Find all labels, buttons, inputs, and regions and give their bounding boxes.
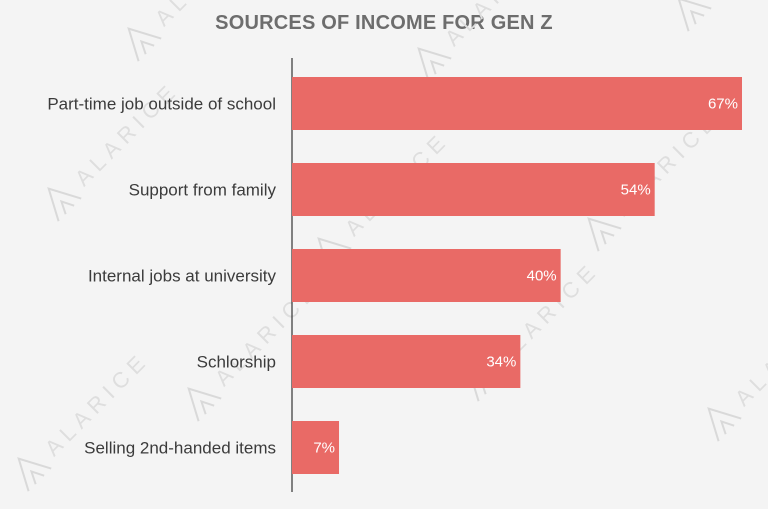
watermark-logo: ALARICE — [127, 0, 264, 62]
watermark-logo: ALARICE — [417, 0, 554, 82]
bar — [292, 163, 655, 216]
chart-title: SOURCES OF INCOME FOR GEN Z — [215, 12, 553, 34]
data-label: 40% — [527, 268, 557, 285]
data-label: 54% — [621, 182, 651, 199]
bar — [292, 421, 340, 474]
watermark-text: ALARICE — [700, 0, 768, 1]
watermark-text: ALARICE — [440, 0, 554, 51]
data-label: 67% — [708, 96, 738, 113]
watermark-text: ALARICE — [730, 297, 768, 411]
category-label: Support from family — [129, 181, 277, 200]
watermark-logo: ALARICE — [677, 0, 768, 32]
category-label: Selling 2nd-handed items — [84, 439, 276, 458]
bar — [292, 335, 521, 388]
category-label: Part-time job outside of school — [47, 95, 276, 114]
data-label: 7% — [313, 440, 335, 457]
bar — [292, 249, 561, 302]
category-label: Schlorship — [197, 353, 276, 372]
bar — [292, 77, 742, 130]
watermark-text: ALARICE — [150, 0, 264, 31]
data-label: 34% — [486, 354, 516, 371]
watermark-logo: ALARICE — [707, 297, 768, 442]
bars-layer: Part-time job outside of school 67% Suppor… — [47, 77, 742, 474]
watermark-logo: ALARICE — [17, 347, 154, 492]
category-label: Internal jobs at university — [88, 267, 277, 286]
